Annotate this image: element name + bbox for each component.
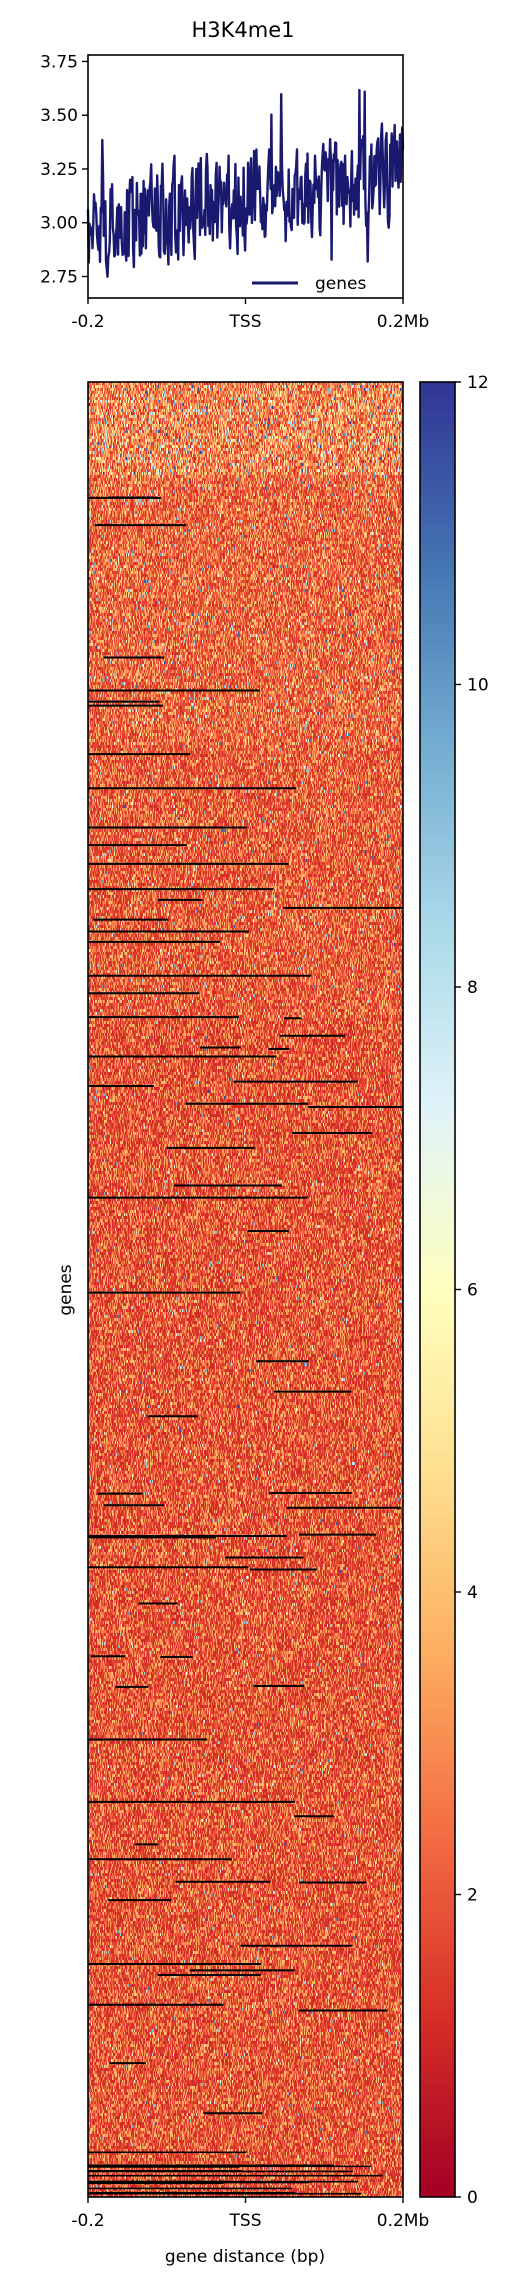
colorbar-tick-label: 8 [467, 978, 478, 998]
profile-y-tick-label: 3.75 [40, 52, 78, 72]
heatmap-missing-rows [88, 496, 403, 2195]
profile-y-tick-label: 3.50 [40, 106, 78, 126]
heatmap-x-tick-label: 0.2Mb [377, 2211, 430, 2231]
heatmap-x-axis: -0.2 TSS 0.2Mb [71, 2197, 429, 2231]
profile-x-tick-label: 0.2Mb [377, 312, 430, 332]
profile-y-tick-label: 3.25 [40, 160, 78, 180]
profile-x-tick-label: -0.2 [71, 312, 104, 332]
heatmap-image [88, 382, 403, 2197]
profile-legend: genes [252, 274, 366, 294]
heatmap-plot: -0.2 TSS 0.2Mb gene distance (bp) genes [56, 381, 429, 2267]
legend-entry-genes: genes [315, 274, 366, 294]
profile-x-axis: -0.2 TSS 0.2Mb [71, 298, 429, 332]
profile-x-tick-label: TSS [229, 312, 262, 332]
colorbar: 0 2 4 6 8 10 12 [419, 373, 489, 2208]
profile-title: H3K4me1 [191, 18, 294, 42]
heatmap-x-tick-label: -0.2 [71, 2211, 104, 2231]
heatmap-ylabel: genes [56, 1264, 76, 1315]
colorbar-tick-label: 10 [467, 676, 489, 696]
heatmap-xlabel: gene distance (bp) [165, 2247, 325, 2267]
profile-y-tick-label: 3.00 [40, 214, 78, 234]
profile-y-tick-label: 2.75 [40, 267, 78, 287]
profile-series-group [86, 88, 405, 278]
colorbar-tick-label: 0 [467, 2188, 478, 2208]
profile-y-axis: 2.75 3.00 3.25 3.50 3.75 [40, 52, 88, 287]
colorbar-tick-label: 6 [467, 1281, 478, 1301]
colorbar-tick-label: 2 [467, 1886, 478, 1906]
colorbar-axis: 0 2 4 6 8 10 12 [455, 373, 489, 2208]
colorbar-frame [419, 381, 456, 2198]
colorbar-gradient [420, 382, 455, 2197]
profile-plot: H3K4me1 2.75 3.00 3.25 3.50 3.75 -0.2 TSS 0.2M… [40, 18, 429, 332]
colorbar-tick-label: 12 [467, 373, 489, 393]
heatmap-x-tick-label: TSS [229, 2211, 262, 2231]
colorbar-tick-label: 4 [467, 1583, 478, 1603]
profile-series-genes [86, 88, 405, 278]
heatmap-frame [87, 381, 404, 2198]
profile-frame [87, 54, 404, 299]
